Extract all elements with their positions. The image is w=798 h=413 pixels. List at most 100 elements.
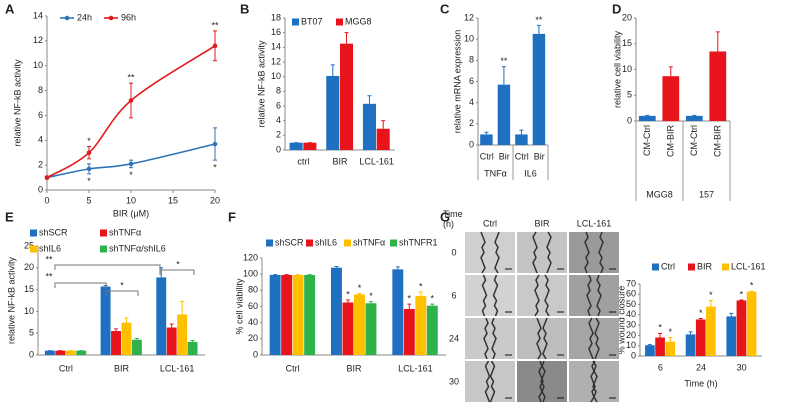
x-tick-label: BIR bbox=[346, 363, 362, 373]
legend-label: Ctrl bbox=[661, 261, 675, 271]
legend-label: shSCR bbox=[39, 227, 68, 237]
error-bar bbox=[669, 67, 673, 76]
legend-swatch bbox=[306, 240, 313, 247]
legend-swatch bbox=[109, 16, 114, 21]
bracket-label: ** bbox=[45, 271, 53, 281]
y-axis-label: relative NF-kB activity bbox=[256, 40, 266, 128]
legend-label: shSCR bbox=[275, 237, 304, 247]
y-tick-label: 6 bbox=[276, 100, 281, 110]
y-tick-label: 5 bbox=[29, 328, 34, 338]
y-tick-label: 20 bbox=[622, 12, 632, 22]
bracket bbox=[55, 283, 106, 288]
x-tick-label: Ctrl bbox=[286, 363, 300, 373]
bar bbox=[392, 269, 403, 355]
legend-label: LCL-161 bbox=[731, 261, 766, 271]
marker bbox=[129, 98, 134, 103]
x-axis-label: Time (h) bbox=[684, 378, 717, 388]
significance: ** bbox=[535, 15, 543, 25]
group-label: TNFα bbox=[484, 168, 507, 178]
bar bbox=[665, 342, 675, 356]
bar bbox=[66, 351, 76, 355]
significance: * bbox=[740, 289, 744, 299]
error-bar bbox=[658, 333, 662, 337]
error-bar bbox=[502, 67, 506, 85]
bar bbox=[270, 275, 281, 355]
bar bbox=[404, 309, 415, 355]
x-tick-label: Ctrl bbox=[480, 151, 494, 161]
bar bbox=[726, 316, 736, 356]
legend-label: shTNFR1 bbox=[399, 237, 438, 247]
y-tick-label: 0 bbox=[631, 350, 636, 360]
bar bbox=[696, 319, 706, 356]
x-tick-label: 10 bbox=[126, 195, 136, 205]
bar bbox=[111, 331, 121, 355]
error-bar bbox=[692, 115, 696, 116]
bar bbox=[167, 328, 177, 355]
y-tick-label: 14 bbox=[271, 42, 281, 52]
bar bbox=[122, 323, 132, 355]
y-tick-label: 10 bbox=[622, 64, 632, 74]
marker bbox=[87, 150, 92, 155]
group-label: 157 bbox=[699, 189, 714, 199]
bracket-label: * bbox=[176, 259, 180, 269]
significance: * bbox=[87, 136, 91, 146]
y-tick-label: 70 bbox=[626, 278, 636, 288]
y-tick-label: 8 bbox=[38, 85, 43, 95]
legend-label: shIL6 bbox=[315, 237, 337, 247]
y-tick-label: 10 bbox=[24, 306, 34, 316]
bar bbox=[76, 351, 86, 355]
error-bar bbox=[484, 132, 488, 134]
bar bbox=[304, 275, 315, 355]
legend-swatch bbox=[30, 230, 37, 237]
image-row-label: 30 bbox=[449, 376, 459, 386]
micrograph bbox=[465, 361, 515, 402]
micrograph bbox=[569, 275, 619, 316]
image-row-label: 24 bbox=[449, 333, 459, 343]
x-tick-label: LCL-161 bbox=[359, 156, 394, 166]
y-tick-label: 120 bbox=[243, 252, 258, 262]
error-bar bbox=[689, 332, 693, 335]
bar bbox=[639, 116, 656, 121]
bar bbox=[645, 345, 655, 356]
x-tick-label: BIR bbox=[114, 363, 130, 373]
bar bbox=[415, 296, 426, 355]
y-tick-label: 0 bbox=[627, 115, 632, 125]
micrograph bbox=[569, 318, 619, 359]
bar bbox=[533, 34, 545, 145]
y-tick-label: 0 bbox=[469, 139, 474, 149]
y-tick-label: 16 bbox=[271, 27, 281, 37]
legend-swatch bbox=[652, 264, 659, 271]
y-tick-label: 10 bbox=[33, 60, 43, 70]
y-tick-label: 40 bbox=[248, 317, 258, 327]
bracket bbox=[160, 270, 194, 275]
x-tick-label: CM-BIR bbox=[713, 125, 723, 157]
legend-swatch bbox=[100, 230, 107, 237]
y-tick-label: 60 bbox=[248, 301, 258, 311]
bar bbox=[55, 351, 65, 355]
error-bar bbox=[124, 318, 128, 323]
legend-swatch bbox=[336, 19, 343, 26]
bar bbox=[686, 334, 696, 356]
bar bbox=[132, 340, 142, 355]
y-tick-label: 2 bbox=[469, 118, 474, 128]
bar bbox=[303, 143, 316, 150]
x-tick-label: 20 bbox=[210, 195, 220, 205]
bar bbox=[326, 76, 339, 150]
y-tick-label: 0 bbox=[276, 144, 281, 154]
y-tick-label: 2 bbox=[38, 160, 43, 170]
legend-swatch bbox=[390, 240, 397, 247]
error-bar bbox=[369, 302, 373, 304]
error-bar bbox=[430, 304, 434, 306]
y-tick-label: 2 bbox=[276, 130, 281, 140]
micrograph bbox=[465, 275, 515, 316]
significance: * bbox=[408, 293, 412, 303]
y-axis-label: % cell viability bbox=[234, 278, 244, 335]
x-tick-label: LCL-161 bbox=[398, 363, 433, 373]
marker bbox=[45, 175, 50, 180]
y-tick-label: 50 bbox=[626, 299, 636, 309]
y-tick-label: 14 bbox=[33, 10, 43, 20]
significance: * bbox=[369, 291, 373, 301]
bar bbox=[377, 129, 390, 150]
error-bar bbox=[135, 338, 139, 339]
